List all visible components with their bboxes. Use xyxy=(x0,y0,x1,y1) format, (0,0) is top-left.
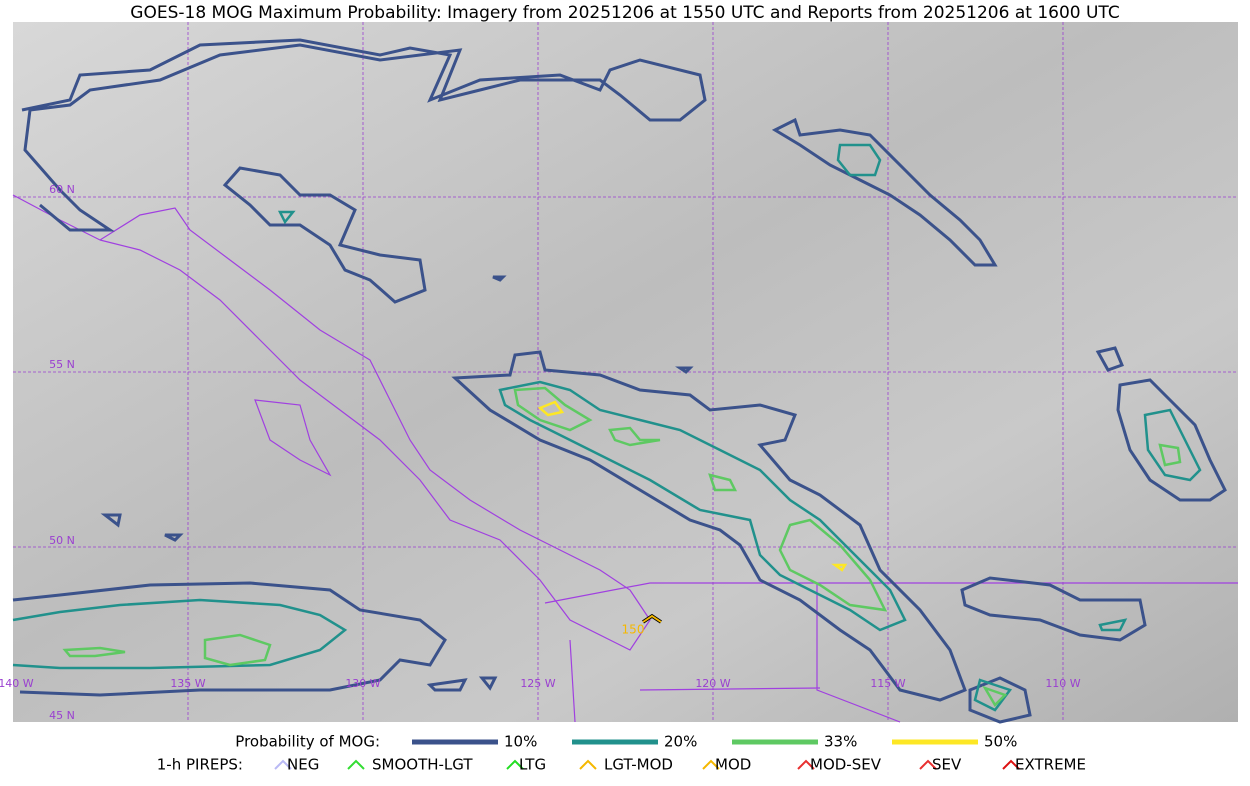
legend-symbol xyxy=(347,759,365,770)
lon-label: 130 W xyxy=(345,677,380,690)
legend-label: 20% xyxy=(664,733,697,751)
legend-label: 33% xyxy=(824,733,857,751)
legend-symbol xyxy=(919,759,937,770)
lon-label: 120 W xyxy=(695,677,730,690)
title: GOES-18 MOG Maximum Probability: Imagery… xyxy=(130,3,1119,23)
pirep-marker xyxy=(642,614,662,623)
legend-label: LGT-MOD xyxy=(604,756,673,774)
legend-label: EXTREME xyxy=(1015,756,1086,774)
lon-label: 140 W xyxy=(0,677,34,690)
legend-label: SMOOTH-LGT xyxy=(372,756,473,774)
legend-symbol xyxy=(506,759,524,770)
legend-title: 1-h PIREPS: xyxy=(157,756,243,774)
lon-label: 115 W xyxy=(870,677,905,690)
legend-label: MOD-SEV xyxy=(810,756,882,774)
lon-label: 125 W xyxy=(520,677,555,690)
lat-label: 45 N xyxy=(49,709,75,722)
grid-lines xyxy=(13,22,1238,722)
probability-contours xyxy=(12,38,1227,724)
report-label: 150 xyxy=(622,623,645,637)
legend-label: MOD xyxy=(715,756,751,774)
legend-label: 10% xyxy=(504,733,537,751)
lon-label: 110 W xyxy=(1045,677,1080,690)
legend-label: 50% xyxy=(984,733,1017,751)
legend-symbol xyxy=(797,759,815,770)
lat-label: 60 N xyxy=(49,183,75,196)
lat-label: 50 N xyxy=(49,534,75,547)
lat-labels: 60 N 55 N 50 N 45 N xyxy=(49,183,75,722)
lon-label: 135 W xyxy=(170,677,205,690)
coastline xyxy=(12,194,1238,723)
legend-symbol xyxy=(579,759,597,770)
lat-label: 55 N xyxy=(49,358,75,371)
legend: Probability of MOG: 1-h PIREPS: 10% 20% 33… xyxy=(157,733,1086,774)
legend-symbol xyxy=(274,759,292,770)
legend-label: SEV xyxy=(932,756,962,774)
legend-symbol xyxy=(702,759,720,770)
legend-label: LTG xyxy=(519,756,546,774)
legend-symbol xyxy=(1002,759,1020,770)
lon-labels: 140 W 135 W 130 W 125 W 120 W 115 W 110 … xyxy=(0,677,1081,690)
legend-title: Probability of MOG: xyxy=(235,733,380,751)
legend-label: NEG xyxy=(287,756,319,774)
